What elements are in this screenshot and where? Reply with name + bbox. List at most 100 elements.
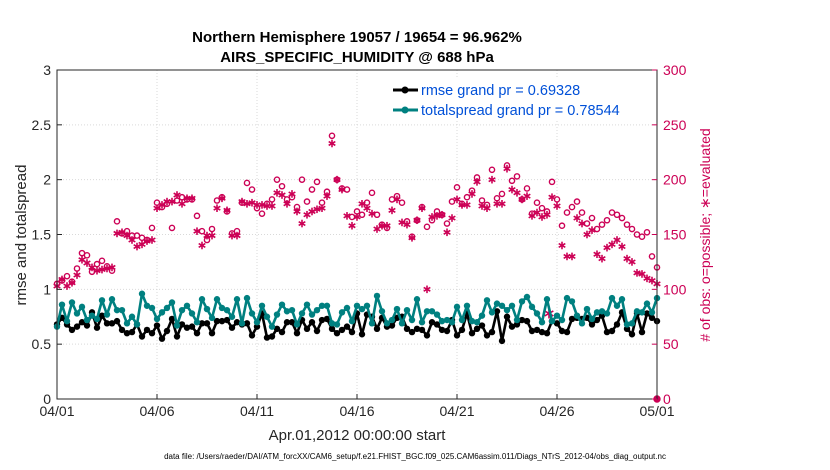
y-tick-label: 2: [43, 172, 51, 188]
obs-possible-point: [643, 229, 651, 236]
totalspread-point: [193, 319, 201, 326]
totalspread-point: [648, 309, 656, 316]
obs-possible-point: [563, 209, 571, 216]
rmse-point: [173, 333, 181, 340]
obs-evaluated-point: [573, 214, 581, 222]
totalspread-point: [213, 296, 221, 303]
rmse-point: [533, 326, 541, 334]
obs-evaluated-point: [638, 270, 646, 278]
rmse-point: [253, 323, 261, 330]
totalspread-point: [538, 319, 546, 326]
x-axis-label: Apr.01,2012 00:00:00 start: [269, 427, 447, 444]
legend: rmse grand pr = 0.69328 totalspread gran…: [387, 77, 651, 121]
x-tick-label: 04/06: [139, 403, 174, 419]
totalspread-point: [253, 319, 261, 326]
rmse-point: [403, 325, 411, 333]
obs-possible-point: [73, 265, 81, 272]
obs-evaluated-point: [523, 192, 531, 200]
totalspread-point: [588, 315, 596, 323]
obs-possible-point: [443, 220, 451, 227]
y-right-tick-label: 250: [663, 117, 687, 133]
obs-possible-point: [388, 196, 396, 203]
totalspread-point: [523, 293, 531, 301]
totalspread-point: [103, 311, 111, 318]
rmse-point: [638, 328, 646, 336]
totalspread-point: [373, 292, 381, 300]
rmse-point: [168, 315, 176, 323]
totalspread-point: [183, 302, 191, 309]
rmse-point: [428, 319, 436, 326]
obs-evaluated-point: [168, 197, 176, 206]
rmse-point: [608, 327, 616, 335]
totalspread-point: [393, 305, 401, 313]
rmse-point: [643, 310, 651, 317]
y-right-tick-label: 50: [663, 336, 679, 352]
obs-possible-point: [368, 189, 376, 197]
totalspread-point: [328, 320, 336, 327]
totalspread-point: [638, 309, 646, 316]
rmse-point: [333, 330, 341, 337]
obs-possible-point: [538, 204, 546, 212]
obs-possible-point: [63, 272, 71, 280]
obs-evaluated-point: [608, 240, 616, 249]
obs-evaluated-point: [193, 227, 201, 236]
totalspread-point: [268, 323, 276, 330]
obs-evaluated-point: [613, 236, 621, 244]
rmse-point: [218, 317, 226, 325]
obs-evaluated-point: [58, 275, 66, 284]
totalspread-point: [63, 317, 71, 325]
totalspread-point: [333, 321, 341, 328]
obs-possible-point: [488, 166, 496, 174]
rmse-point: [343, 323, 351, 330]
obs-possible-point: [93, 260, 101, 268]
obs-evaluated-point: [393, 195, 401, 204]
rmse-point: [73, 323, 81, 330]
rmse-point: [503, 313, 511, 320]
obs-evaluated-point: [358, 199, 366, 208]
rmse-point: [603, 328, 611, 336]
totalspread-point: [428, 308, 436, 315]
rmse-point: [163, 327, 171, 335]
rmse-point: [288, 319, 296, 326]
rmse-point: [123, 330, 131, 337]
obs-possible-point: [198, 227, 206, 235]
totalspread-point: [243, 294, 251, 302]
totalspread-point: [413, 296, 421, 303]
rmse-point: [488, 328, 496, 336]
rmse-point: [593, 316, 601, 324]
totalspread-point: [568, 298, 576, 305]
rmse-point: [93, 324, 101, 331]
obs-possible-point: [523, 185, 531, 192]
obs-evaluated-point: [318, 204, 326, 212]
rmse-point: [313, 327, 321, 335]
totalspread-point: [388, 316, 396, 324]
totalspread-point: [218, 304, 226, 312]
totalspread-point: [278, 301, 286, 308]
obs-evaluated-point: [448, 214, 456, 222]
obs-evaluated-point: [408, 233, 416, 242]
rmse-point: [338, 326, 346, 334]
obs-evaluated-point: [443, 228, 451, 237]
obs-possible-point: [398, 199, 406, 206]
rmse-point: [563, 328, 571, 336]
rmse-point: [628, 331, 636, 338]
obs-possible-point: [578, 209, 586, 216]
obs-evaluated-point: [483, 204, 491, 212]
obs-possible-point: [243, 179, 251, 187]
x-tick-label: 05/01: [639, 403, 674, 419]
rmse-point: [303, 325, 311, 333]
obs-evaluated-point: [68, 278, 76, 287]
rmse-point: [228, 324, 236, 331]
obs-evaluated-point: [223, 206, 231, 215]
rmse-point: [278, 328, 286, 336]
totalspread-point: [553, 312, 561, 319]
totalspread-point: [368, 320, 376, 327]
obs-evaluated-point: [343, 212, 351, 220]
totalspread-point: [603, 310, 611, 317]
rmse-point: [453, 332, 461, 339]
obs-evaluated-point: [488, 175, 496, 184]
rmse-point: [518, 316, 526, 324]
obs-possible-point: [508, 177, 516, 185]
rmse-point: [418, 326, 426, 334]
